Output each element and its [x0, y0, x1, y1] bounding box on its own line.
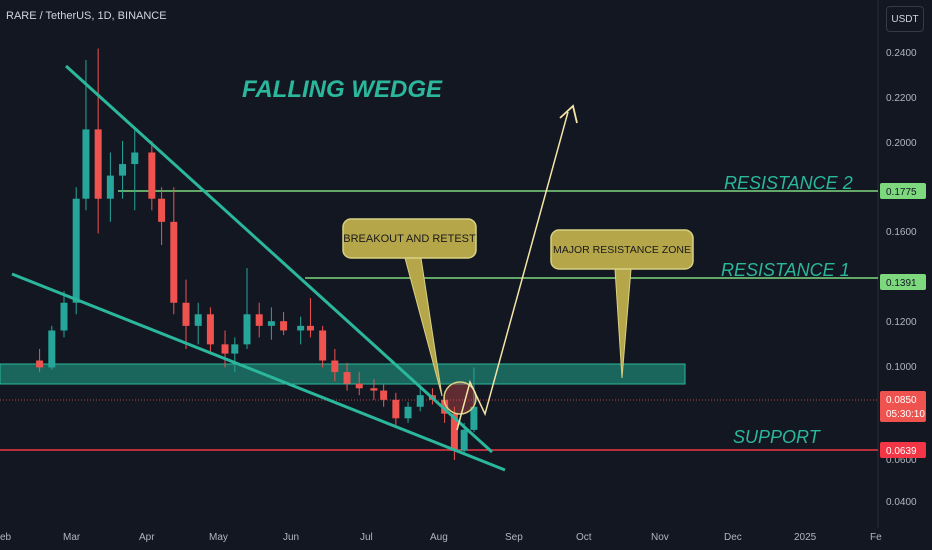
candle-body[interactable]: [170, 221, 178, 303]
support-label: SUPPORT: [733, 427, 822, 447]
x-tick-label: Sep: [505, 532, 523, 543]
zone-callout-box[interactable]: [550, 229, 694, 270]
breakout-callout-box[interactable]: [342, 218, 477, 259]
candle-body[interactable]: [343, 372, 351, 384]
candle-body[interactable]: [392, 399, 400, 419]
countdown-text: 05:30:10: [886, 409, 925, 420]
resistance-2-price-text: 0.1775: [886, 187, 917, 198]
candle-body[interactable]: [255, 314, 263, 326]
candle-body[interactable]: [306, 325, 314, 331]
candle-body[interactable]: [267, 321, 275, 326]
x-axis[interactable]: eb Mar Apr May Jun Jul Aug Sep Oct Nov D…: [0, 532, 882, 543]
hidden-price-text: 0.0600: [886, 455, 917, 466]
candle-body[interactable]: [148, 152, 156, 199]
x-tick-label: May: [209, 532, 228, 543]
y-tick-label: 0.1000: [886, 362, 917, 373]
x-tick-label: Dec: [724, 532, 742, 543]
candle-body[interactable]: [221, 344, 229, 354]
candle-body[interactable]: [131, 152, 139, 165]
candle-body[interactable]: [441, 399, 449, 414]
candle-body[interactable]: [370, 388, 378, 391]
current-price-text: 0.0850: [886, 395, 917, 406]
x-tick-label: Jul: [360, 532, 373, 543]
candle-body[interactable]: [82, 129, 90, 199]
candle-body[interactable]: [460, 429, 468, 451]
candle-body[interactable]: [319, 330, 327, 361]
candle-body[interactable]: [450, 413, 458, 451]
major-resistance-zone-rect[interactable]: [0, 363, 686, 385]
breakout-callout-text: BREAKOUT AND RETEST: [343, 233, 476, 245]
resistance-2-price-tag: [880, 183, 926, 199]
resistance-1-label: RESISTANCE 1: [721, 260, 850, 280]
x-tick-label: Fe: [870, 532, 882, 543]
candle-body[interactable]: [72, 198, 80, 303]
resistance-2-label: RESISTANCE 2: [724, 173, 853, 193]
candle-body[interactable]: [194, 314, 202, 326]
candle-body[interactable]: [60, 302, 68, 331]
resistance-1-price-tag: [880, 274, 926, 290]
y-axis[interactable]: 0.2400 0.2200 0.2000 0.1600 0.1200 0.100…: [886, 48, 917, 508]
candle-body[interactable]: [297, 325, 305, 331]
currency-button[interactable]: USDT: [886, 6, 924, 32]
x-tick-label: Mar: [63, 532, 81, 543]
y-tick-label: 0.1200: [886, 317, 917, 328]
y-tick-label: 0.2400: [886, 48, 917, 59]
symbol-title: RARE / TetherUS, 1D, BINANCE: [6, 10, 167, 22]
y-tick-label: 0.2000: [886, 138, 917, 149]
candle-body[interactable]: [280, 321, 288, 331]
x-tick-label: Oct: [576, 532, 592, 543]
candle-body[interactable]: [36, 360, 44, 368]
candle-body[interactable]: [119, 164, 127, 176]
projection-path[interactable]: [456, 111, 569, 431]
x-tick-label: Aug: [430, 532, 448, 543]
wedge-upper-trendline[interactable]: [64, 64, 494, 454]
candle-body[interactable]: [206, 314, 214, 345]
x-tick-label: eb: [0, 532, 12, 543]
retest-circle[interactable]: [443, 381, 477, 415]
candle-body[interactable]: [355, 383, 363, 389]
candle-body[interactable]: [416, 395, 424, 407]
chart-title: FALLING WEDGE: [242, 76, 443, 103]
wedge-lower-trendline[interactable]: [11, 272, 506, 472]
y-tick-label: 0.2200: [886, 93, 917, 104]
x-tick-label: Apr: [139, 532, 155, 543]
candle-body[interactable]: [243, 314, 251, 345]
x-tick-label: Nov: [651, 532, 669, 543]
x-tick-label: Jun: [283, 532, 299, 543]
current-price-tag: [880, 391, 926, 422]
candle-body[interactable]: [470, 406, 478, 430]
resistance-1-price-text: 0.1391: [886, 278, 917, 289]
arrow-head-icon: [559, 104, 578, 124]
x-tick-label: 2025: [794, 532, 817, 543]
candle-body[interactable]: [182, 302, 190, 326]
y-tick-label: 0.0400: [886, 497, 917, 508]
candle-body[interactable]: [158, 198, 166, 222]
support-price-tag: [880, 442, 926, 458]
candle-body[interactable]: [331, 360, 339, 373]
candle-body[interactable]: [380, 390, 388, 400]
candle-body[interactable]: [404, 406, 412, 419]
candle-body[interactable]: [231, 344, 239, 354]
candle-body[interactable]: [106, 175, 114, 199]
candle-body[interactable]: [94, 129, 102, 199]
y-tick-label: 0.1600: [886, 227, 917, 238]
zone-callout-text: MAJOR RESISTANCE ZONE: [553, 244, 691, 256]
support-price-text: 0.0639: [886, 446, 917, 457]
candle-body[interactable]: [48, 330, 56, 368]
